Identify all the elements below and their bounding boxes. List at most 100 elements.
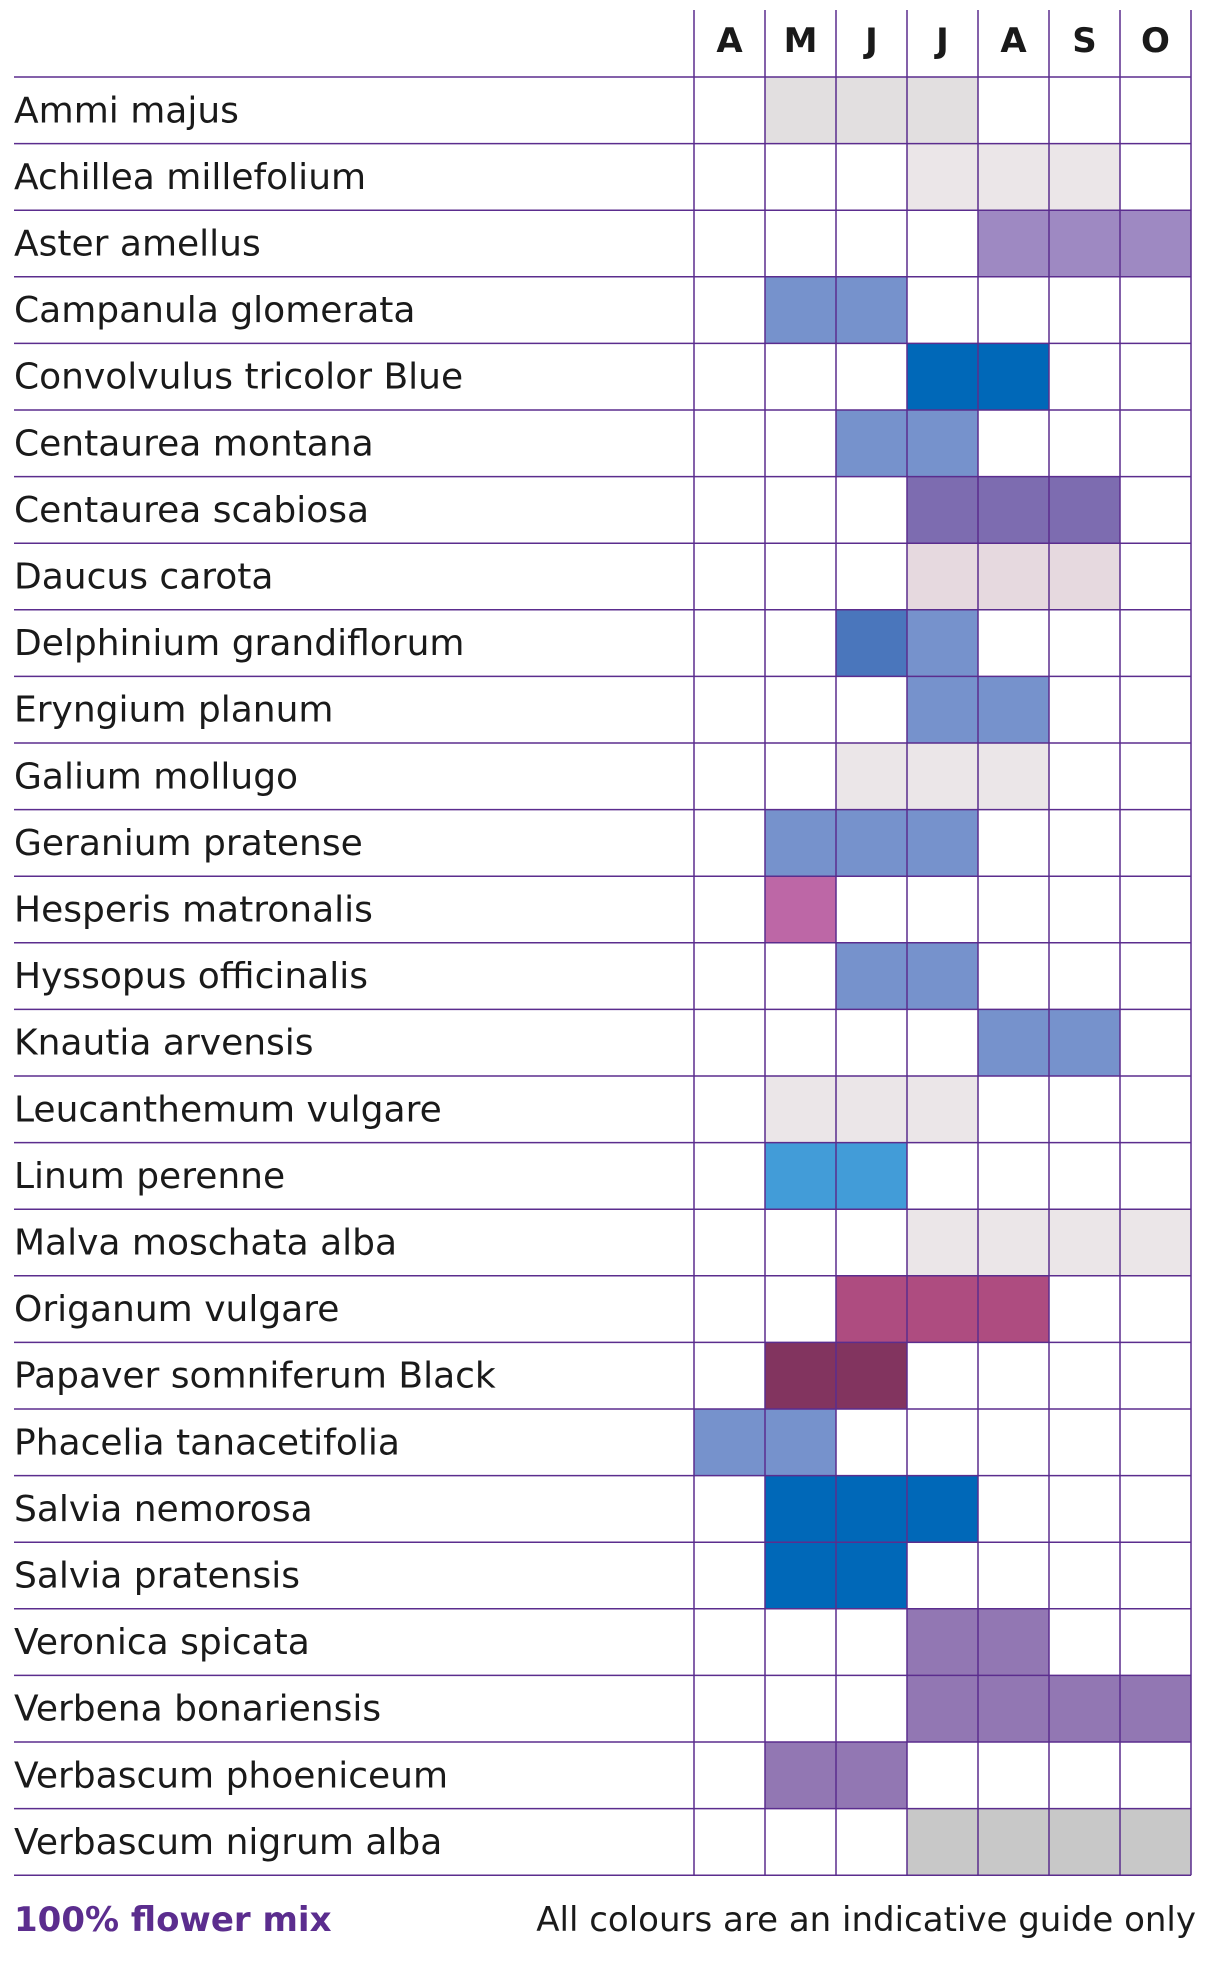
flowering-chart: A M J J A S O Ammi majus Achillea millefolium As…	[14, 10, 1192, 1876]
bloom-cell	[1049, 143, 1120, 211]
species-label: Aster amellus	[14, 224, 261, 265]
bloom-cell	[978, 210, 1049, 277]
bloom-cell	[978, 1209, 1049, 1276]
bloom-cell	[765, 1542, 836, 1609]
bloom-cell	[1049, 543, 1120, 610]
bloom-cell	[836, 1542, 907, 1609]
bloom-cell	[836, 1742, 907, 1809]
bloom-cell	[978, 676, 1049, 743]
species-label: Daucus carota	[14, 557, 273, 598]
bloom-cell	[907, 1608, 978, 1676]
species-label: Campanula glomerata	[14, 290, 415, 331]
bloom-cell	[978, 743, 1049, 810]
species-label: Knautia arvensis	[14, 1023, 314, 1064]
bloom-cell	[907, 77, 978, 144]
month-label: A	[716, 21, 743, 61]
species-label: Galium mollugo	[14, 756, 298, 797]
bloom-cell	[1120, 1209, 1191, 1276]
bloom-cell	[907, 343, 978, 410]
bloom-cell	[978, 343, 1049, 410]
species-label: Hesperis matronalis	[14, 890, 373, 931]
bloom-cell	[836, 410, 907, 477]
bloom-cell	[907, 410, 978, 477]
bloom-cell	[978, 143, 1049, 211]
bloom-cell	[1120, 1675, 1191, 1742]
month-label: S	[1072, 21, 1097, 61]
species-label: Veronica spicata	[14, 1622, 310, 1663]
footer-mix-label: 100% flower mix	[14, 1900, 332, 1940]
bloom-cell	[1049, 1009, 1120, 1076]
species-label: Delphinium grandiflorum	[14, 623, 464, 664]
bloom-cell	[978, 1808, 1049, 1876]
bloom-cell	[907, 143, 978, 211]
bloom-cell	[978, 1275, 1049, 1343]
species-label: Papaver somniferum Black	[14, 1356, 496, 1397]
bloom-cell	[1049, 1808, 1120, 1876]
bloom-cell	[1049, 1209, 1120, 1276]
bloom-cell	[765, 1076, 836, 1143]
bloom-cell	[907, 543, 978, 610]
bloom-cell	[836, 743, 907, 810]
month-label: M	[784, 21, 818, 61]
bloom-cell	[1049, 476, 1120, 544]
cells-layer	[694, 77, 1191, 1876]
species-label: Phacelia tanacetifolia	[14, 1422, 400, 1463]
bloom-cell	[907, 676, 978, 743]
species-label: Leucanthemum vulgare	[14, 1089, 442, 1130]
bloom-cell	[765, 77, 836, 144]
bloom-cell	[907, 743, 978, 810]
bloom-cell	[836, 77, 907, 144]
species-label: Centaurea montana	[14, 423, 374, 464]
species-label: Malva moschata alba	[14, 1223, 397, 1264]
species-label: Salvia pratensis	[14, 1556, 300, 1597]
bloom-cell	[836, 1475, 907, 1543]
bloom-cell	[765, 1142, 836, 1210]
bloom-cell	[836, 609, 907, 677]
grid-layer	[14, 10, 1192, 1876]
bloom-cell	[907, 809, 978, 877]
bloom-cell	[1120, 210, 1191, 277]
species-label: Achillea millefolium	[14, 157, 366, 198]
species-label: Eryngium planum	[14, 690, 333, 731]
species-label: Hyssopus officinalis	[14, 956, 368, 997]
species-label: Linum perenne	[14, 1156, 285, 1197]
bloom-cell	[907, 476, 978, 544]
bloom-cell	[978, 1608, 1049, 1676]
bloom-cell	[907, 1475, 978, 1543]
bloom-cell	[836, 1076, 907, 1143]
bloom-cell	[836, 809, 907, 877]
species-label: Verbascum nigrum alba	[14, 1822, 442, 1863]
bloom-cell	[1049, 210, 1120, 277]
month-label: J	[863, 21, 878, 61]
bloom-cell	[907, 942, 978, 1010]
month-label: J	[934, 21, 949, 61]
bloom-cell	[836, 1275, 907, 1343]
bloom-cell	[1049, 1675, 1120, 1742]
bloom-cell	[978, 476, 1049, 544]
bloom-cell	[765, 1742, 836, 1809]
bloom-cell	[978, 543, 1049, 610]
bloom-cell	[765, 276, 836, 344]
footer-disclaimer: All colours are an indicative guide only	[536, 1900, 1196, 1940]
month-label: A	[1000, 21, 1027, 61]
bloom-cell	[907, 1209, 978, 1276]
bloom-cell	[907, 1808, 978, 1876]
bloom-cell	[907, 1076, 978, 1143]
bloom-cell	[836, 1342, 907, 1409]
bloom-cell	[836, 276, 907, 344]
bloom-cell	[765, 1342, 836, 1409]
bloom-cell	[765, 1409, 836, 1476]
bloom-cell	[694, 1409, 765, 1476]
bloom-cell	[765, 809, 836, 877]
species-label: Verbena bonariensis	[14, 1689, 381, 1730]
species-label: Convolvulus tricolor Blue	[14, 357, 463, 398]
bloom-cell	[907, 609, 978, 677]
bloom-cell	[836, 1142, 907, 1210]
species-label: Salvia nemorosa	[14, 1489, 313, 1530]
month-label: O	[1141, 21, 1170, 61]
bloom-cell	[836, 942, 907, 1010]
bloom-cell	[978, 1675, 1049, 1742]
bloom-cell	[978, 1009, 1049, 1076]
species-label: Origanum vulgare	[14, 1289, 339, 1330]
